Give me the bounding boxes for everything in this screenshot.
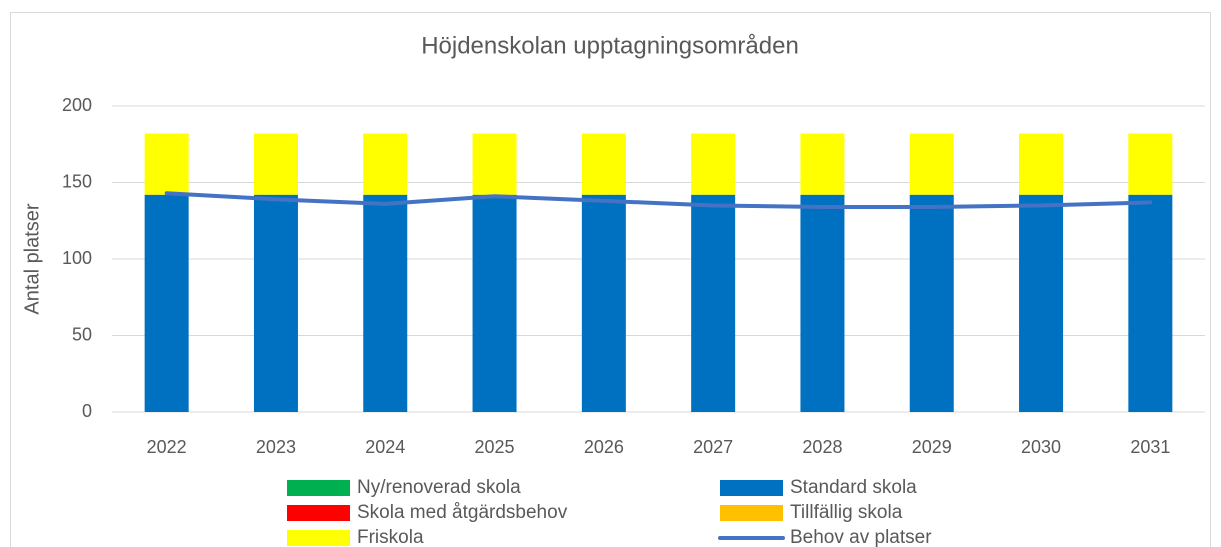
legend-label: Ny/renoverad skola [357, 477, 521, 498]
legend-label: Standard skola [790, 477, 917, 498]
bar [1019, 133, 1064, 195]
y-tick-label: 50 [72, 324, 92, 344]
x-tick-label: 2024 [365, 437, 405, 457]
legend-label: Skola med åtgärdsbehov [357, 502, 568, 523]
bar [581, 194, 626, 412]
bar [1128, 133, 1173, 195]
x-tick-label: 2028 [802, 437, 842, 457]
bar [253, 133, 298, 195]
bar [472, 133, 517, 195]
y-tick-label: 200 [62, 95, 92, 115]
x-tick-label: 2029 [912, 437, 952, 457]
legend-label: Friskola [357, 527, 424, 547]
x-tick-label: 2027 [693, 437, 733, 457]
bar [144, 194, 189, 412]
bar [691, 194, 736, 412]
x-tick-label: 2026 [584, 437, 624, 457]
y-tick-label: 150 [62, 171, 92, 191]
bar [800, 194, 845, 412]
x-tick-label: 2023 [256, 437, 296, 457]
y-axis-label: Antal platser [21, 203, 43, 315]
bar [800, 133, 845, 195]
bar [144, 133, 189, 195]
x-tick-label: 2025 [475, 437, 515, 457]
x-tick-label: 2022 [147, 437, 187, 457]
legend-label: Behov av platser [790, 527, 932, 547]
line [164, 191, 1153, 209]
legend-swatch [287, 530, 350, 546]
bar [909, 194, 954, 412]
x-tick-label: 2030 [1021, 437, 1061, 457]
legend-swatch [720, 480, 783, 496]
bar [1128, 194, 1173, 412]
legend-swatch [720, 505, 783, 521]
bar [909, 133, 954, 195]
x-tick-label: 2031 [1130, 437, 1170, 457]
legend-swatch [287, 505, 350, 521]
bar [472, 194, 517, 412]
legend-swatch [287, 480, 350, 496]
bar [253, 194, 298, 412]
bar [691, 133, 736, 195]
y-tick-label: 100 [62, 248, 92, 268]
bar [581, 133, 626, 195]
legend-label: Tillfällig skola [790, 502, 903, 523]
bar [1019, 194, 1064, 412]
bar [363, 194, 408, 412]
bar [363, 133, 408, 195]
y-tick-label: 0 [82, 401, 92, 421]
chart-title: Höjdenskolan upptagningsområden [421, 32, 799, 59]
